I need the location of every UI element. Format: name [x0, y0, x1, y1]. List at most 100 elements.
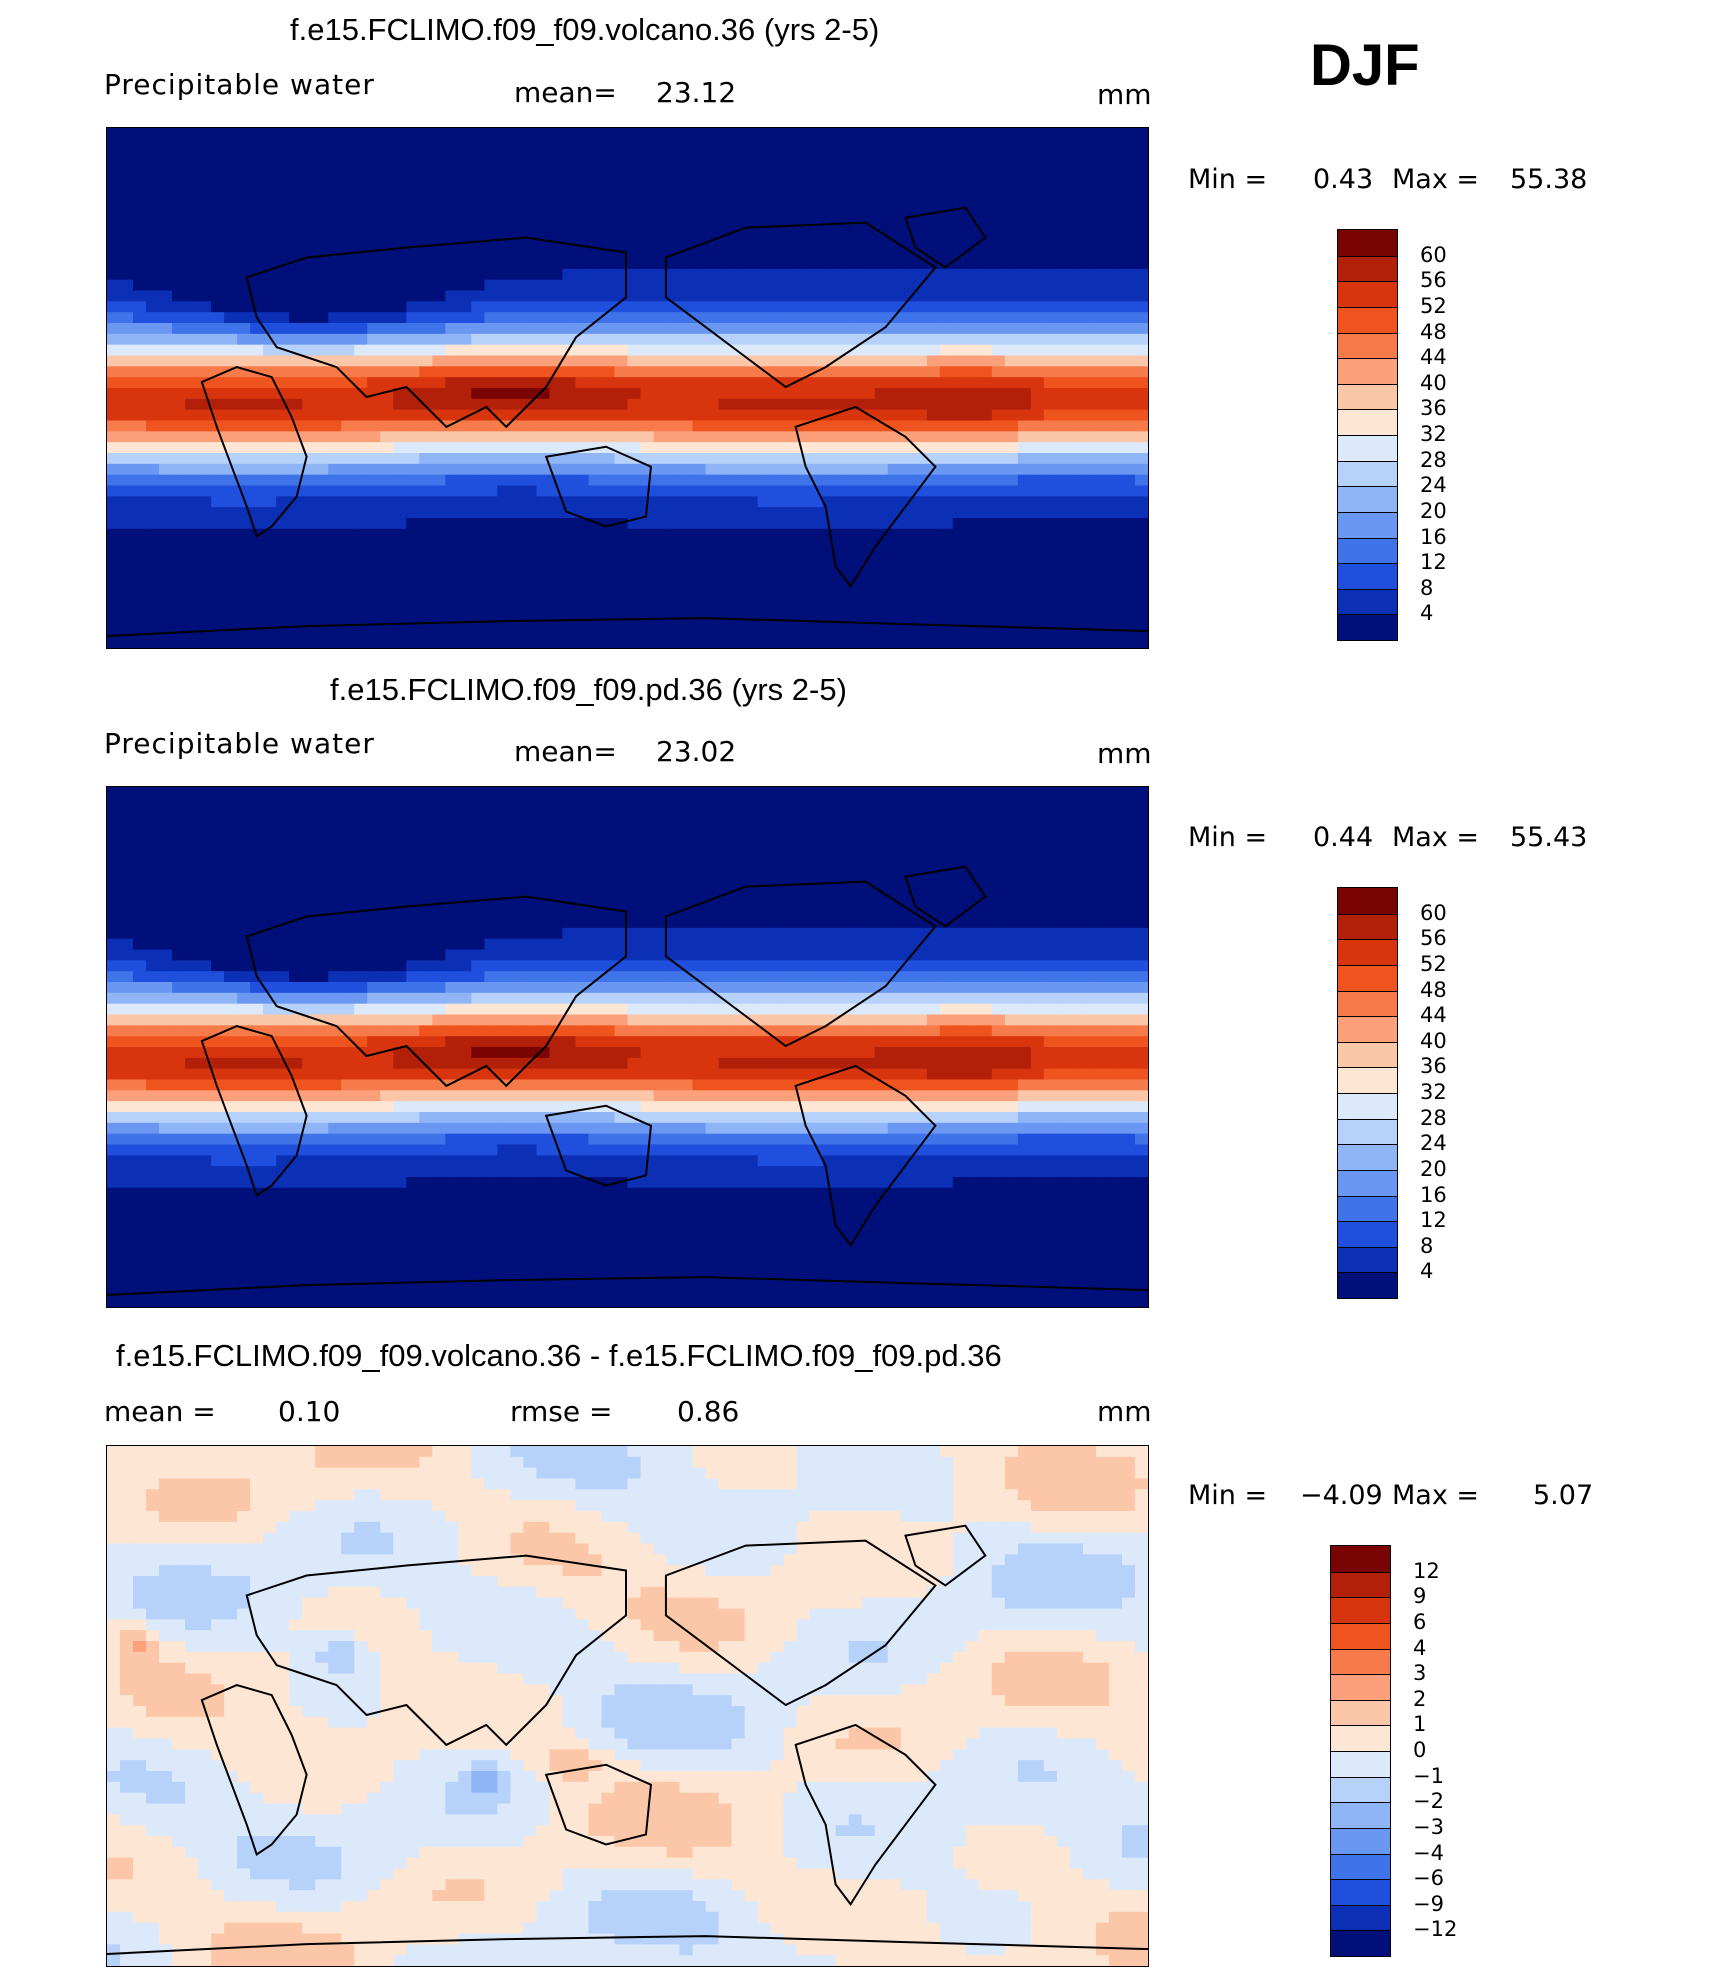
- map-cell: [978, 355, 993, 367]
- map-cell: [796, 518, 811, 530]
- map-cell: [614, 312, 629, 324]
- map-cell: [900, 409, 915, 422]
- map-cell: [965, 171, 980, 183]
- map-cell: [1121, 862, 1136, 875]
- map-cell: [406, 496, 420, 508]
- map-cell: [822, 496, 837, 508]
- panel-1-max-value: 55.38: [1510, 164, 1588, 195]
- map-cell: [744, 528, 759, 541]
- map-cell: [224, 128, 238, 140]
- map-cell: [302, 236, 316, 248]
- map-cell: [198, 550, 212, 562]
- map-cell: [224, 431, 238, 443]
- map-cell: [692, 561, 707, 573]
- map-cell: [614, 290, 629, 302]
- map-cell: [133, 149, 147, 162]
- map-cell: [198, 290, 212, 302]
- map-cell: [172, 171, 186, 183]
- map-cell: [159, 830, 173, 842]
- map-cell: [237, 138, 251, 151]
- map-cell: [614, 258, 629, 270]
- map-cell: [146, 797, 160, 810]
- map-cell: [341, 808, 355, 821]
- map-cell: [1030, 507, 1045, 519]
- map-cell: [666, 884, 681, 896]
- map-cell: [419, 463, 433, 476]
- map-cell: [679, 797, 694, 810]
- map-cell: [913, 572, 928, 584]
- map-cell: [575, 808, 590, 821]
- map-cell: [302, 819, 316, 831]
- map-cell: [718, 377, 733, 389]
- map-cell: [796, 496, 811, 508]
- map-cell: [757, 884, 772, 896]
- map-cell: [289, 355, 303, 367]
- map-cell: [679, 171, 694, 183]
- map-cell: [263, 236, 277, 248]
- map-cell: [809, 884, 824, 896]
- map-cell: [380, 453, 394, 465]
- map-cell: [1004, 290, 1019, 302]
- map-cell: [341, 583, 355, 595]
- map-cell: [978, 593, 993, 606]
- map-cell: [432, 160, 446, 172]
- map-cell: [445, 377, 459, 389]
- map-cell: [354, 819, 368, 831]
- map-cell: [432, 290, 446, 302]
- map-cell: [1069, 518, 1084, 530]
- map-cell: [406, 572, 420, 584]
- map-cell: [146, 377, 160, 389]
- map-cell: [380, 279, 394, 292]
- map-cell: [133, 171, 147, 183]
- map-cell: [458, 333, 472, 346]
- map-cell: [354, 355, 368, 367]
- map-cell: [874, 268, 889, 281]
- map-cell: [146, 355, 160, 367]
- map-cell: [757, 852, 772, 864]
- map-cell: [601, 561, 616, 573]
- map-cell: [926, 561, 941, 573]
- map-cell: [510, 279, 524, 292]
- map-cell: [1108, 539, 1123, 552]
- map-cell: [809, 463, 824, 476]
- map-cell: [913, 550, 928, 562]
- map-cell: [367, 236, 381, 248]
- map-cell: [237, 474, 251, 487]
- map-cell: [250, 344, 264, 357]
- map-cell: [497, 171, 511, 183]
- map-cell: [1121, 344, 1136, 357]
- map-cell: [796, 862, 811, 875]
- map-cell: [211, 797, 225, 810]
- map-cell: [289, 290, 303, 302]
- map-cell: [1017, 225, 1032, 237]
- map-cell: [549, 214, 564, 227]
- map-cell: [653, 604, 668, 617]
- map-cell: [679, 463, 694, 476]
- map-cell: [406, 128, 420, 140]
- map-cell: [146, 895, 160, 907]
- map-cell: [952, 453, 967, 465]
- map-cell: [133, 160, 147, 172]
- map-cell: [302, 507, 316, 519]
- map-cell: [133, 862, 147, 875]
- map-cell: [835, 182, 850, 194]
- map-cell: [588, 572, 603, 584]
- map-cell: [341, 841, 355, 853]
- map-cell: [796, 193, 811, 205]
- map-cell: [952, 377, 967, 389]
- map-cell: [718, 485, 733, 497]
- map-cell: [783, 862, 798, 875]
- map-cell: [627, 388, 642, 400]
- map-cell: [445, 808, 459, 821]
- map-cell: [1056, 819, 1071, 831]
- map-cell: [575, 323, 590, 335]
- map-cell: [965, 819, 980, 831]
- map-cell: [705, 301, 720, 313]
- map-cell: [965, 572, 980, 584]
- map-cell: [926, 160, 941, 172]
- map-cell: [211, 637, 225, 648]
- colorbar-swatch: [1338, 537, 1397, 564]
- map-cell: [315, 583, 329, 595]
- map-cell: [393, 927, 407, 940]
- map-cell: [1095, 431, 1110, 443]
